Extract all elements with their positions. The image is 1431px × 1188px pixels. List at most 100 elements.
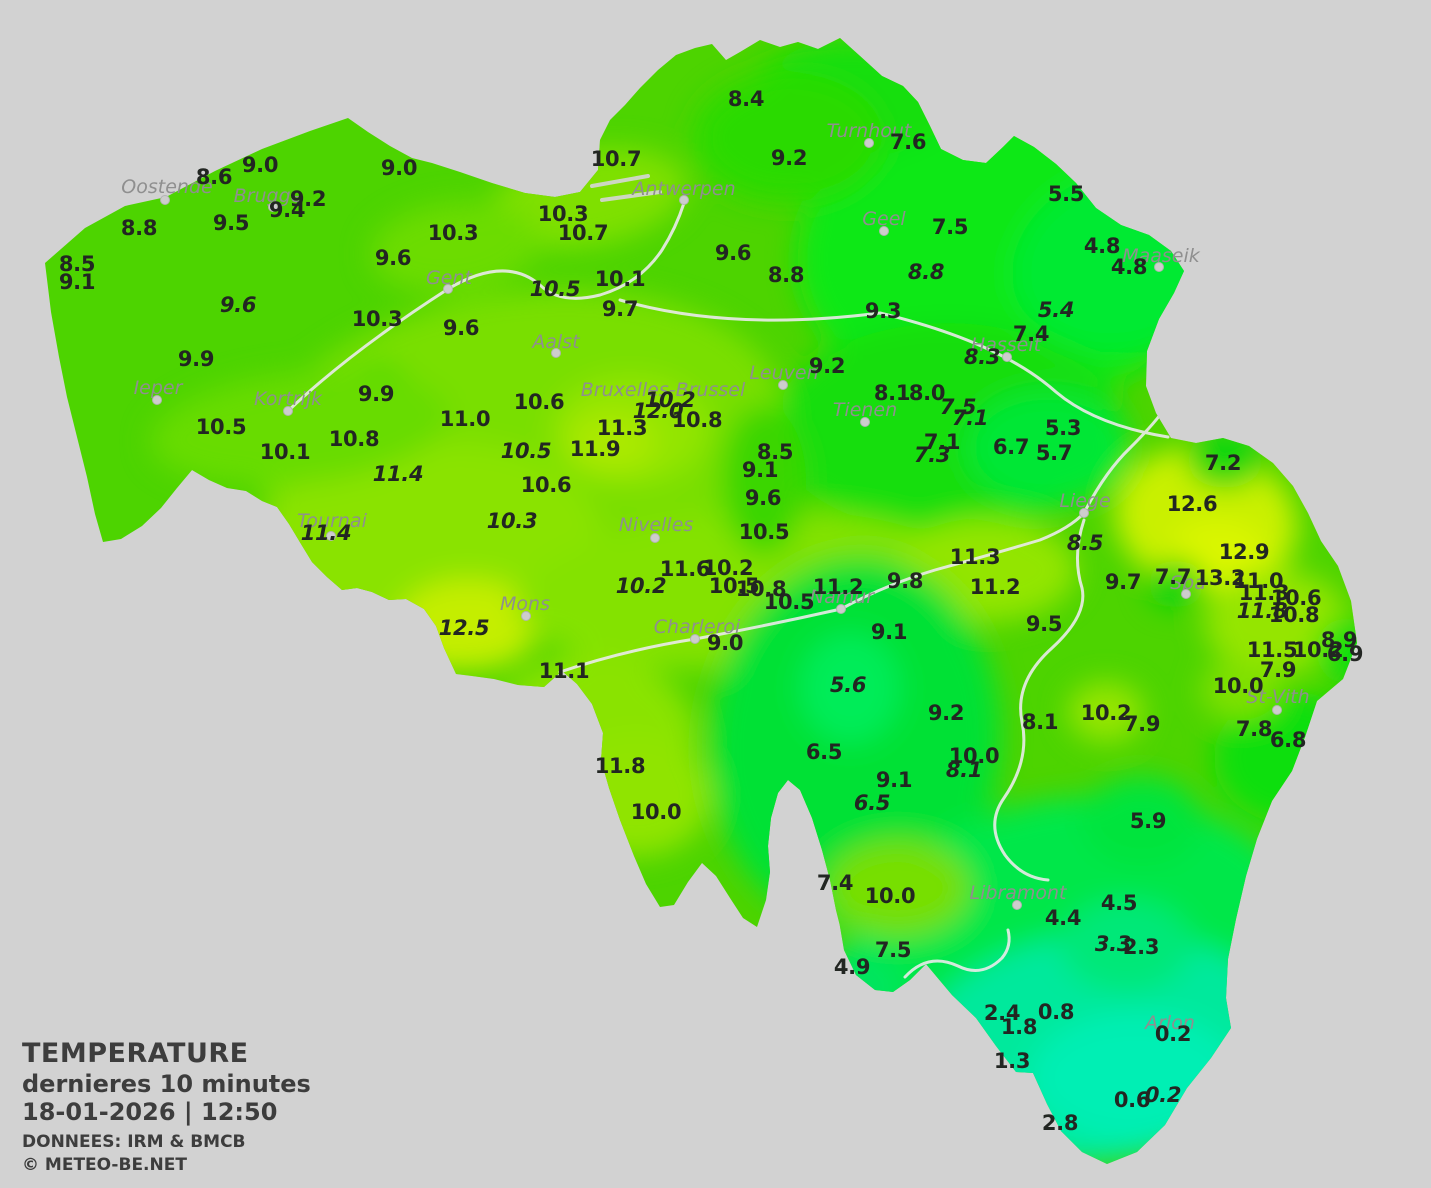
ourthe-line [993, 518, 1086, 882]
temp-reading: 6.5 [853, 791, 891, 815]
city-dot [679, 195, 689, 205]
city-dot [650, 533, 660, 543]
temp-reading: 8.5 [1066, 531, 1104, 555]
temp-reading: 10.5 [708, 574, 760, 598]
temp-reading: 11.4 [372, 462, 424, 486]
temp-reading: 10.5 [500, 439, 552, 463]
city-label: Oostende [121, 176, 213, 198]
scheldt-river-line [286, 201, 686, 413]
temp-reading: 8.1 [945, 758, 983, 782]
city-dot [690, 634, 700, 644]
temp-reading: 11.3 [949, 545, 1001, 569]
temp-reading: 9.3 [864, 299, 902, 323]
temp-reading: 10.0 [630, 800, 682, 824]
city-dot [836, 604, 846, 614]
temp-reading: 7.1 [923, 430, 961, 454]
map-datetime: 18-01-2026 | 12:50 [22, 1098, 278, 1127]
temp-reading: 4.9 [833, 955, 871, 979]
temp-reading: 3.3 [1094, 932, 1132, 956]
city-label: Turnhout [826, 120, 912, 142]
temp-reading: 9.2 [927, 701, 965, 725]
temp-reading: 11.3 [1238, 581, 1290, 605]
temp-reading: 9.1 [870, 620, 908, 644]
city-label: Charleroi [653, 616, 741, 638]
city-label: Tournai [297, 510, 367, 532]
temp-zone [1200, 660, 1280, 720]
temp-reading: 10.0 [948, 744, 1000, 768]
temp-reading: 5.3 [1044, 416, 1082, 440]
city-dot [1272, 705, 1282, 715]
temp-reading: 9.1 [741, 458, 779, 482]
temp-reading: 10.8 [735, 577, 787, 601]
temp-reading: 5.5 [1047, 182, 1085, 206]
city-dot [268, 202, 278, 212]
city-label: Nivelles [618, 514, 694, 536]
temp-reading: 9.6 [219, 293, 257, 317]
temp-reading: 10.6 [1270, 586, 1322, 610]
temp-reading: 7.5 [931, 215, 969, 239]
temp-reading: 9.7 [601, 297, 639, 321]
temp-reading: 13.2 [1194, 566, 1246, 590]
temp-reading: 0.2 [1154, 1022, 1192, 1046]
temp-reading: 9.0 [241, 153, 279, 177]
temp-reading: 2.3 [1122, 935, 1160, 959]
temp-reading: 11.1 [538, 659, 590, 683]
temp-reading: 7.4 [816, 871, 854, 895]
temp-reading: 10.2 [702, 556, 754, 580]
city-dot [152, 395, 162, 405]
temp-reading: 10.5 [763, 590, 815, 614]
city-dot [1154, 262, 1164, 272]
temp-zone [1082, 777, 1202, 867]
temp-reading: 9.5 [212, 211, 250, 235]
temp-reading: 10.3 [351, 307, 403, 331]
city-label: Tienen [832, 399, 898, 421]
city-label: Arlon [1145, 1012, 1195, 1034]
temp-reading: 11.9 [569, 437, 621, 461]
demer-line [618, 298, 1170, 439]
temp-reading: 8.4 [727, 87, 765, 111]
city-label: Namur [809, 586, 875, 608]
copyright: © METEO-BE.NET [22, 1154, 187, 1175]
temp-reading: 9.6 [442, 316, 480, 340]
temp-reading: 8.1 [1021, 710, 1059, 734]
city-dot [1181, 589, 1191, 599]
temp-reading: 7.8 [1235, 717, 1273, 741]
city-label: Spa [1170, 572, 1206, 594]
temp-reading: 10.3 [427, 221, 479, 245]
temp-reading: 5.9 [1129, 809, 1167, 833]
temp-reading: 11.5 [1246, 638, 1298, 662]
temp-reading: 12.6 [1166, 492, 1218, 516]
temp-reading: 0.6 [1113, 1088, 1151, 1112]
temp-reading: 6.5 [805, 740, 843, 764]
temp-reading: 7.1 [951, 406, 989, 430]
temp-reading: 10.5 [738, 520, 790, 544]
temp-reading: 10.8 [671, 408, 723, 432]
temp-reading: 9.0 [380, 156, 418, 180]
temp-reading: 9.6 [744, 486, 782, 510]
city-dot [879, 226, 889, 236]
temp-reading: 5.4 [1037, 298, 1075, 322]
temp-reading: 11.6 [659, 557, 711, 581]
temp-reading: 9.4 [268, 198, 306, 222]
temp-reading: 7.4 [1012, 322, 1050, 346]
temp-zone [568, 412, 656, 472]
temp-reading: 8.8 [907, 260, 945, 284]
temp-reading: 9.1 [875, 768, 913, 792]
map-subtitle: dernieres 10 minutes [22, 1069, 311, 1098]
temp-zone [1204, 570, 1348, 674]
temp-reading: 8.1 [873, 381, 911, 405]
temp-zone [722, 405, 806, 555]
temp-zone [150, 371, 450, 485]
temp-reading: 8.8 [120, 216, 158, 240]
temp-reading: 8.5 [756, 440, 794, 464]
temp-reading: 10.8 [1268, 603, 1320, 627]
temp-reading: 10.7 [557, 221, 609, 245]
temp-reading: 9.8 [886, 569, 924, 593]
temp-reading: 0.8 [1037, 1000, 1075, 1024]
temp-reading: 8.3 [963, 345, 1001, 369]
temp-reading: 7.9 [1123, 712, 1161, 736]
temp-reading: 10.8 [328, 427, 380, 451]
